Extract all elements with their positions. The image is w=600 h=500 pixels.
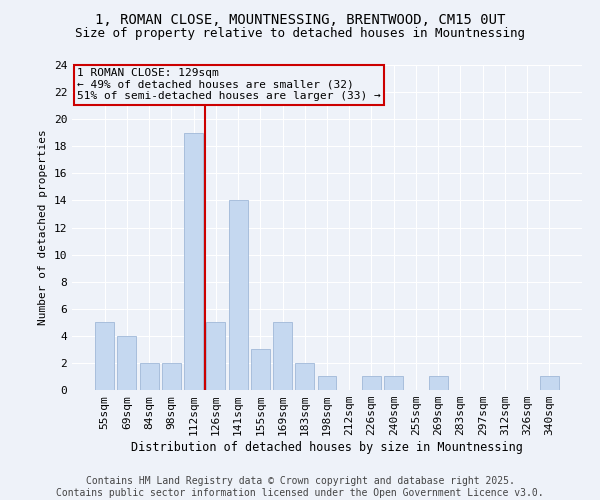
Bar bbox=[317, 376, 337, 390]
Bar bbox=[429, 376, 448, 390]
Bar bbox=[184, 132, 203, 390]
Bar bbox=[162, 363, 181, 390]
Bar bbox=[229, 200, 248, 390]
Text: Contains HM Land Registry data © Crown copyright and database right 2025.
Contai: Contains HM Land Registry data © Crown c… bbox=[56, 476, 544, 498]
Text: 1, ROMAN CLOSE, MOUNTNESSING, BRENTWOOD, CM15 0UT: 1, ROMAN CLOSE, MOUNTNESSING, BRENTWOOD,… bbox=[95, 12, 505, 26]
Y-axis label: Number of detached properties: Number of detached properties bbox=[38, 130, 48, 326]
X-axis label: Distribution of detached houses by size in Mountnessing: Distribution of detached houses by size … bbox=[131, 441, 523, 454]
Bar bbox=[251, 350, 270, 390]
Bar bbox=[118, 336, 136, 390]
Bar bbox=[140, 363, 158, 390]
Bar bbox=[95, 322, 114, 390]
Bar bbox=[295, 363, 314, 390]
Bar bbox=[540, 376, 559, 390]
Bar bbox=[384, 376, 403, 390]
Text: 1 ROMAN CLOSE: 129sqm
← 49% of detached houses are smaller (32)
51% of semi-deta: 1 ROMAN CLOSE: 129sqm ← 49% of detached … bbox=[77, 68, 381, 102]
Bar bbox=[273, 322, 292, 390]
Text: Size of property relative to detached houses in Mountnessing: Size of property relative to detached ho… bbox=[75, 28, 525, 40]
Bar bbox=[362, 376, 381, 390]
Bar bbox=[206, 322, 225, 390]
